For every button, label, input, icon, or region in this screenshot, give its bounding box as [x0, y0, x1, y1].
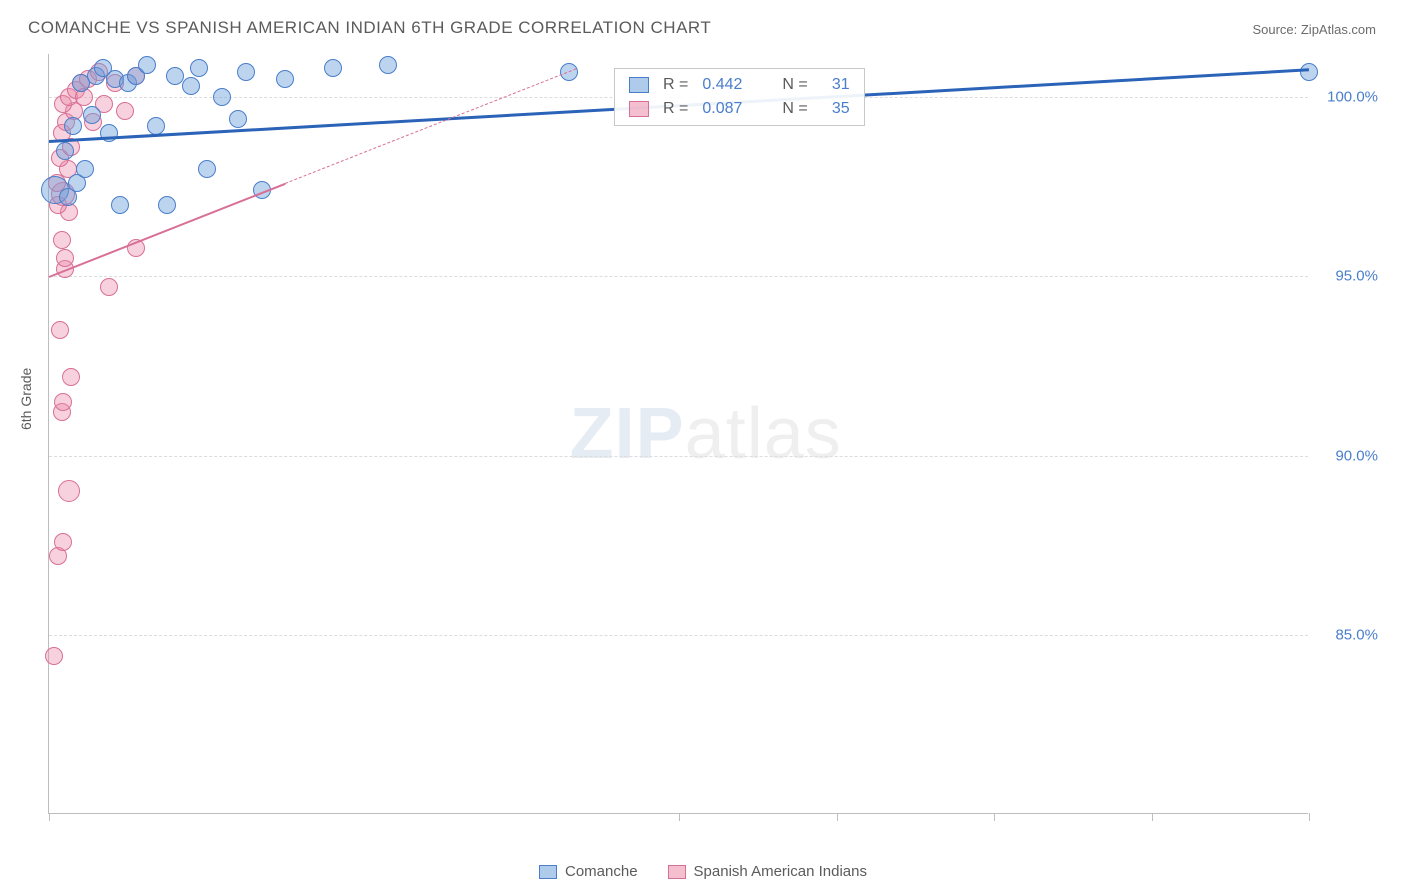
data-point: [62, 368, 80, 386]
legend-item-comanche: Comanche: [539, 863, 638, 880]
data-point: [138, 56, 156, 74]
y-tick-label: 90.0%: [1335, 447, 1378, 464]
data-point: [58, 480, 80, 502]
legend-label-comanche: Comanche: [565, 863, 638, 880]
data-point: [54, 393, 72, 411]
watermark-light: atlas: [685, 394, 842, 474]
source-link[interactable]: ZipAtlas.com: [1301, 22, 1376, 37]
stats-r-value: 0.442: [702, 76, 754, 94]
data-point: [45, 647, 63, 665]
data-point: [1300, 63, 1318, 81]
x-tick: [1309, 813, 1310, 821]
data-point: [51, 321, 69, 339]
watermark: ZIPatlas: [570, 393, 842, 475]
data-point: [111, 196, 129, 214]
data-point: [116, 102, 134, 120]
stats-r-label: R =: [663, 100, 688, 118]
legend-swatch-spanish: [668, 865, 686, 879]
legend-swatch-comanche: [539, 865, 557, 879]
data-point: [213, 88, 231, 106]
legend-item-spanish: Spanish American Indians: [668, 863, 867, 880]
y-tick-label: 95.0%: [1335, 268, 1378, 285]
data-point: [190, 59, 208, 77]
gridline: [49, 456, 1308, 457]
data-point: [147, 117, 165, 135]
source-prefix: Source:: [1252, 22, 1300, 37]
data-point: [83, 106, 101, 124]
data-point: [237, 63, 255, 81]
data-point: [56, 142, 74, 160]
data-point: [53, 231, 71, 249]
legend-label-spanish: Spanish American Indians: [694, 863, 867, 880]
stats-swatch: [629, 77, 649, 93]
gridline: [49, 635, 1308, 636]
stats-n-label: N =: [782, 76, 807, 94]
data-point: [229, 110, 247, 128]
data-point: [198, 160, 216, 178]
x-tick: [837, 813, 838, 821]
stats-box: R = 0.442 N = 31 R = 0.087 N = 35: [614, 68, 865, 126]
source-attribution: Source: ZipAtlas.com: [1252, 22, 1376, 37]
data-point: [76, 160, 94, 178]
data-point: [64, 117, 82, 135]
gridline: [49, 276, 1308, 277]
watermark-bold: ZIP: [570, 394, 685, 474]
stats-r-label: R =: [663, 76, 688, 94]
y-tick-label: 85.0%: [1335, 626, 1378, 643]
x-tick: [1152, 813, 1153, 821]
stats-n-label: N =: [782, 100, 807, 118]
data-point: [166, 67, 184, 85]
stats-n-value: 31: [822, 76, 850, 94]
data-point: [276, 70, 294, 88]
data-point: [54, 533, 72, 551]
chart-plot-area: ZIPatlas 85.0%90.0%95.0%100.0%R =0.442N …: [48, 54, 1308, 814]
bottom-legend: Comanche Spanish American Indians: [0, 863, 1406, 880]
stats-n-value: 35: [822, 100, 850, 118]
x-tick: [49, 813, 50, 821]
stats-row: R = 0.442 N = 31: [615, 73, 864, 97]
stats-swatch: [629, 101, 649, 117]
x-tick: [679, 813, 680, 821]
x-tick: [994, 813, 995, 821]
data-point: [182, 77, 200, 95]
stats-row: R = 0.087 N = 35: [615, 97, 864, 121]
data-point: [158, 196, 176, 214]
y-tick-label: 100.0%: [1327, 89, 1378, 106]
data-point: [379, 56, 397, 74]
data-point: [324, 59, 342, 77]
y-axis-label: 6th Grade: [18, 368, 34, 430]
stats-r-value: 0.087: [702, 100, 754, 118]
data-point: [100, 278, 118, 296]
chart-title: COMANCHE VS SPANISH AMERICAN INDIAN 6TH …: [28, 18, 711, 38]
data-point: [56, 249, 74, 267]
